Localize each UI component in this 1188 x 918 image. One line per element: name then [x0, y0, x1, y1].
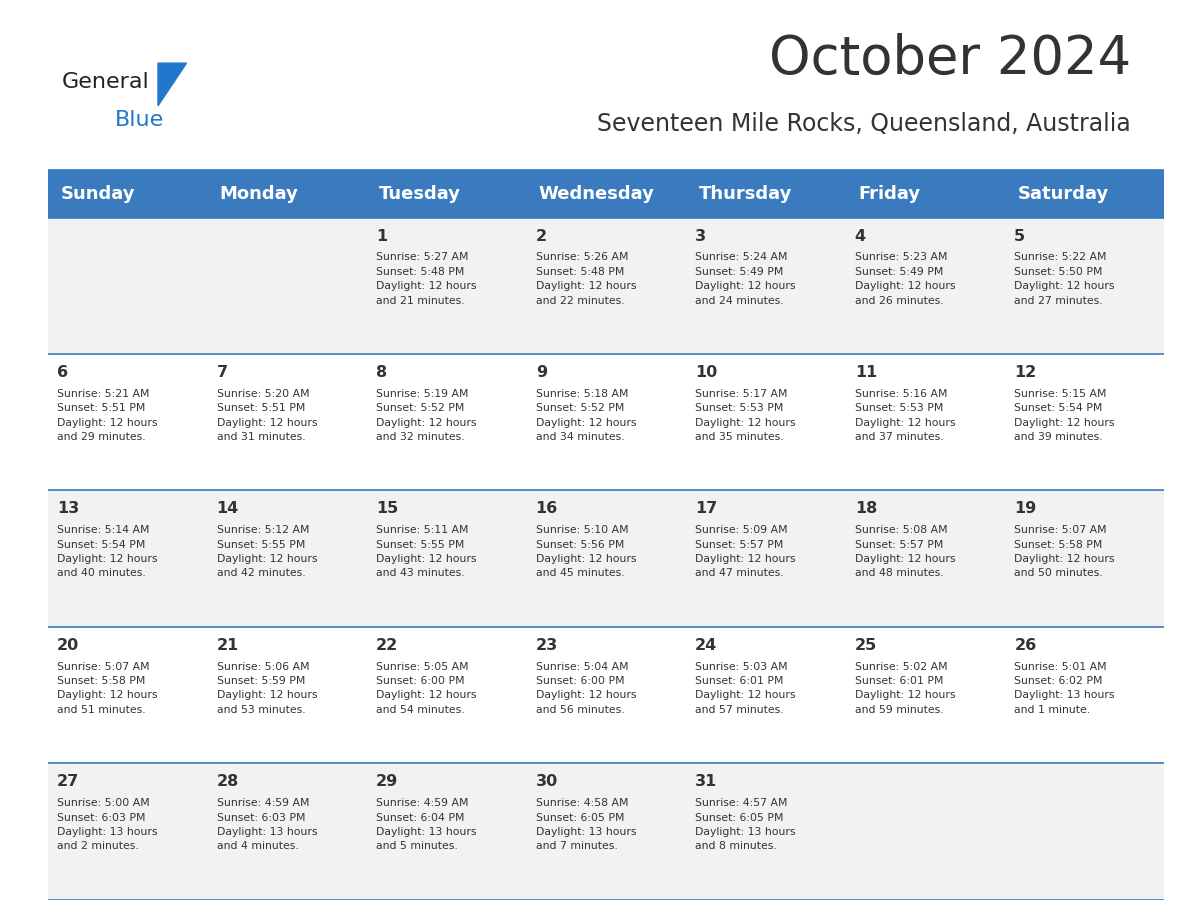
Text: Sunrise: 4:58 AM
Sunset: 6:05 PM
Daylight: 13 hours
and 7 minutes.: Sunrise: 4:58 AM Sunset: 6:05 PM Dayligh…: [536, 798, 637, 851]
Text: Sunrise: 5:15 AM
Sunset: 5:54 PM
Daylight: 12 hours
and 39 minutes.: Sunrise: 5:15 AM Sunset: 5:54 PM Dayligh…: [1015, 389, 1114, 442]
Bar: [48, 627, 1164, 763]
Text: Wednesday: Wednesday: [539, 185, 655, 203]
Text: Sunrise: 5:19 AM
Sunset: 5:52 PM
Daylight: 12 hours
and 32 minutes.: Sunrise: 5:19 AM Sunset: 5:52 PM Dayligh…: [377, 389, 476, 442]
Text: 30: 30: [536, 774, 558, 789]
Text: 19: 19: [1015, 501, 1037, 517]
Text: 12: 12: [1015, 365, 1037, 380]
Text: Sunrise: 5:08 AM
Sunset: 5:57 PM
Daylight: 12 hours
and 48 minutes.: Sunrise: 5:08 AM Sunset: 5:57 PM Dayligh…: [854, 525, 955, 578]
Text: Sunrise: 5:07 AM
Sunset: 5:58 PM
Daylight: 12 hours
and 50 minutes.: Sunrise: 5:07 AM Sunset: 5:58 PM Dayligh…: [1015, 525, 1114, 578]
Text: 31: 31: [695, 774, 718, 789]
Polygon shape: [158, 63, 187, 106]
Text: Sunrise: 5:04 AM
Sunset: 6:00 PM
Daylight: 12 hours
and 56 minutes.: Sunrise: 5:04 AM Sunset: 6:00 PM Dayligh…: [536, 662, 637, 715]
Text: 3: 3: [695, 229, 707, 243]
Text: Sunrise: 4:59 AM
Sunset: 6:03 PM
Daylight: 13 hours
and 4 minutes.: Sunrise: 4:59 AM Sunset: 6:03 PM Dayligh…: [216, 798, 317, 851]
Bar: [48, 490, 1164, 627]
Text: 6: 6: [57, 365, 68, 380]
Text: Sunrise: 5:14 AM
Sunset: 5:54 PM
Daylight: 12 hours
and 40 minutes.: Sunrise: 5:14 AM Sunset: 5:54 PM Dayligh…: [57, 525, 158, 578]
Text: 23: 23: [536, 638, 558, 653]
Text: 9: 9: [536, 365, 546, 380]
Text: Sunrise: 5:20 AM
Sunset: 5:51 PM
Daylight: 12 hours
and 31 minutes.: Sunrise: 5:20 AM Sunset: 5:51 PM Dayligh…: [216, 389, 317, 442]
Text: Sunrise: 5:03 AM
Sunset: 6:01 PM
Daylight: 12 hours
and 57 minutes.: Sunrise: 5:03 AM Sunset: 6:01 PM Dayligh…: [695, 662, 796, 715]
Text: Monday: Monday: [220, 185, 298, 203]
Text: Sunrise: 4:57 AM
Sunset: 6:05 PM
Daylight: 13 hours
and 8 minutes.: Sunrise: 4:57 AM Sunset: 6:05 PM Dayligh…: [695, 798, 796, 851]
Text: Sunrise: 5:26 AM
Sunset: 5:48 PM
Daylight: 12 hours
and 22 minutes.: Sunrise: 5:26 AM Sunset: 5:48 PM Dayligh…: [536, 252, 637, 306]
Text: 14: 14: [216, 501, 239, 517]
Text: General: General: [62, 72, 150, 92]
Bar: [48, 763, 1164, 900]
Text: 10: 10: [695, 365, 718, 380]
Text: Sunrise: 5:07 AM
Sunset: 5:58 PM
Daylight: 12 hours
and 51 minutes.: Sunrise: 5:07 AM Sunset: 5:58 PM Dayligh…: [57, 662, 158, 715]
Text: 17: 17: [695, 501, 718, 517]
Text: 1: 1: [377, 229, 387, 243]
Bar: [48, 354, 1164, 490]
Text: Sunrise: 5:11 AM
Sunset: 5:55 PM
Daylight: 12 hours
and 43 minutes.: Sunrise: 5:11 AM Sunset: 5:55 PM Dayligh…: [377, 525, 476, 578]
Text: Sunrise: 5:10 AM
Sunset: 5:56 PM
Daylight: 12 hours
and 45 minutes.: Sunrise: 5:10 AM Sunset: 5:56 PM Dayligh…: [536, 525, 637, 578]
Text: 29: 29: [377, 774, 398, 789]
Text: Sunrise: 5:09 AM
Sunset: 5:57 PM
Daylight: 12 hours
and 47 minutes.: Sunrise: 5:09 AM Sunset: 5:57 PM Dayligh…: [695, 525, 796, 578]
Text: 25: 25: [854, 638, 877, 653]
Text: Sunrise: 5:21 AM
Sunset: 5:51 PM
Daylight: 12 hours
and 29 minutes.: Sunrise: 5:21 AM Sunset: 5:51 PM Dayligh…: [57, 389, 158, 442]
Text: 13: 13: [57, 501, 80, 517]
Text: Friday: Friday: [858, 185, 920, 203]
Text: 7: 7: [216, 365, 228, 380]
Text: Sunrise: 5:16 AM
Sunset: 5:53 PM
Daylight: 12 hours
and 37 minutes.: Sunrise: 5:16 AM Sunset: 5:53 PM Dayligh…: [854, 389, 955, 442]
Text: Sunrise: 5:06 AM
Sunset: 5:59 PM
Daylight: 12 hours
and 53 minutes.: Sunrise: 5:06 AM Sunset: 5:59 PM Dayligh…: [216, 662, 317, 715]
Text: 2: 2: [536, 229, 546, 243]
Text: Seventeen Mile Rocks, Queensland, Australia: Seventeen Mile Rocks, Queensland, Austra…: [598, 112, 1131, 136]
Text: Sunday: Sunday: [61, 185, 134, 203]
Text: Sunrise: 5:23 AM
Sunset: 5:49 PM
Daylight: 12 hours
and 26 minutes.: Sunrise: 5:23 AM Sunset: 5:49 PM Dayligh…: [854, 252, 955, 306]
Text: Saturday: Saturday: [1017, 185, 1108, 203]
Text: Tuesday: Tuesday: [379, 185, 461, 203]
Text: Sunrise: 5:22 AM
Sunset: 5:50 PM
Daylight: 12 hours
and 27 minutes.: Sunrise: 5:22 AM Sunset: 5:50 PM Dayligh…: [1015, 252, 1114, 306]
Text: Blue: Blue: [115, 110, 164, 130]
Text: Sunrise: 4:59 AM
Sunset: 6:04 PM
Daylight: 13 hours
and 5 minutes.: Sunrise: 4:59 AM Sunset: 6:04 PM Dayligh…: [377, 798, 476, 851]
Text: 5: 5: [1015, 229, 1025, 243]
Text: 18: 18: [854, 501, 877, 517]
Text: Sunrise: 5:02 AM
Sunset: 6:01 PM
Daylight: 12 hours
and 59 minutes.: Sunrise: 5:02 AM Sunset: 6:01 PM Dayligh…: [854, 662, 955, 715]
Text: Sunrise: 5:01 AM
Sunset: 6:02 PM
Daylight: 13 hours
and 1 minute.: Sunrise: 5:01 AM Sunset: 6:02 PM Dayligh…: [1015, 662, 1114, 715]
Text: Sunrise: 5:00 AM
Sunset: 6:03 PM
Daylight: 13 hours
and 2 minutes.: Sunrise: 5:00 AM Sunset: 6:03 PM Dayligh…: [57, 798, 158, 851]
Text: 11: 11: [854, 365, 877, 380]
Text: 4: 4: [854, 229, 866, 243]
Text: October 2024: October 2024: [769, 33, 1131, 84]
Bar: [48, 218, 1164, 354]
Bar: [48, 170, 1164, 218]
Text: 22: 22: [377, 638, 398, 653]
Text: 8: 8: [377, 365, 387, 380]
Text: Sunrise: 5:27 AM
Sunset: 5:48 PM
Daylight: 12 hours
and 21 minutes.: Sunrise: 5:27 AM Sunset: 5:48 PM Dayligh…: [377, 252, 476, 306]
Text: 21: 21: [216, 638, 239, 653]
Text: 28: 28: [216, 774, 239, 789]
Text: Sunrise: 5:24 AM
Sunset: 5:49 PM
Daylight: 12 hours
and 24 minutes.: Sunrise: 5:24 AM Sunset: 5:49 PM Dayligh…: [695, 252, 796, 306]
Text: 26: 26: [1015, 638, 1037, 653]
Text: 27: 27: [57, 774, 80, 789]
Text: 24: 24: [695, 638, 718, 653]
Text: Sunrise: 5:12 AM
Sunset: 5:55 PM
Daylight: 12 hours
and 42 minutes.: Sunrise: 5:12 AM Sunset: 5:55 PM Dayligh…: [216, 525, 317, 578]
Text: 15: 15: [377, 501, 398, 517]
Text: 16: 16: [536, 501, 558, 517]
Text: 20: 20: [57, 638, 80, 653]
Text: Sunrise: 5:17 AM
Sunset: 5:53 PM
Daylight: 12 hours
and 35 minutes.: Sunrise: 5:17 AM Sunset: 5:53 PM Dayligh…: [695, 389, 796, 442]
Text: Sunrise: 5:05 AM
Sunset: 6:00 PM
Daylight: 12 hours
and 54 minutes.: Sunrise: 5:05 AM Sunset: 6:00 PM Dayligh…: [377, 662, 476, 715]
Text: Thursday: Thursday: [699, 185, 791, 203]
Text: Sunrise: 5:18 AM
Sunset: 5:52 PM
Daylight: 12 hours
and 34 minutes.: Sunrise: 5:18 AM Sunset: 5:52 PM Dayligh…: [536, 389, 637, 442]
